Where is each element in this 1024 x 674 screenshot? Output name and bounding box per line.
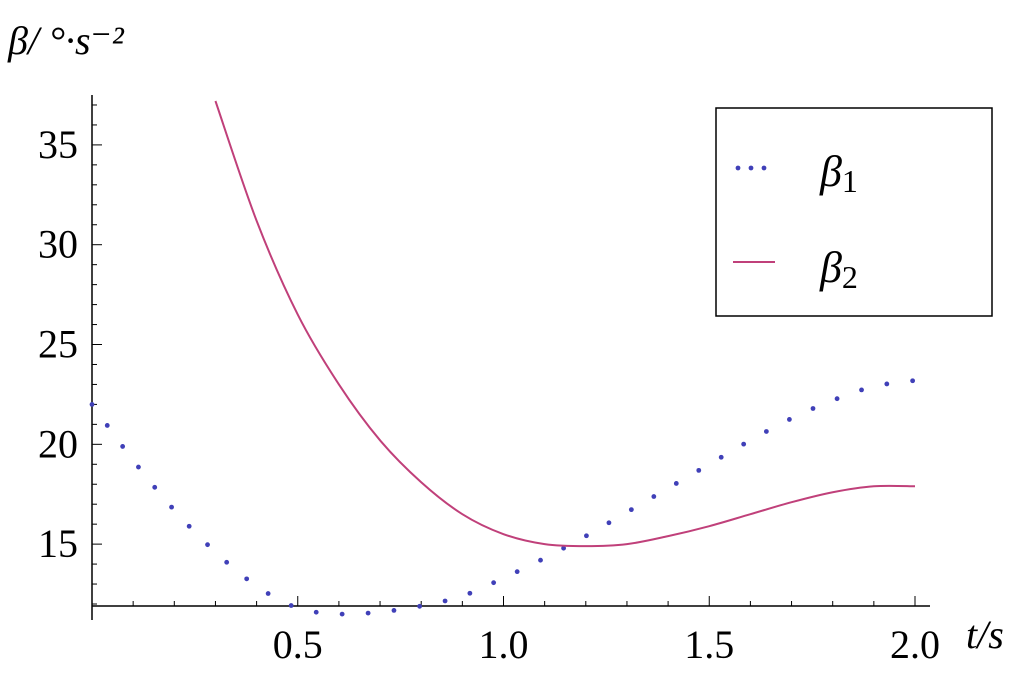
legend-sample-beta1-dot	[748, 165, 754, 171]
series-beta1-point	[538, 557, 543, 563]
legend-label-beta2: β2	[819, 243, 858, 295]
series-beta1-point	[152, 484, 158, 490]
series-beta1-point	[884, 381, 890, 387]
series-beta1-point	[442, 598, 448, 604]
series-beta1-point	[467, 590, 473, 596]
legend-box	[715, 107, 993, 317]
x-tick-label: 0.5	[273, 622, 323, 667]
series-beta1-point	[514, 569, 520, 575]
axes: 0.5 1.0 1.5 2.0 15 20 25 30 35	[38, 95, 940, 667]
series-beta2	[214, 100, 916, 548]
series-layer	[89, 100, 916, 617]
series-beta1-point	[169, 504, 174, 510]
series-beta1-point	[696, 467, 702, 473]
series-beta1-point	[859, 387, 864, 393]
legend-label-beta1-base: β	[819, 147, 842, 196]
series-beta1-point	[910, 378, 916, 384]
series-beta1-point	[120, 444, 126, 449]
series-beta1-point	[787, 417, 792, 422]
legend-sample-beta1-dot	[761, 165, 767, 171]
series-beta1-point	[651, 494, 657, 499]
series-beta1	[89, 378, 916, 617]
series-beta2-line	[214, 100, 916, 548]
series-beta1-point	[244, 576, 250, 582]
series-beta1-point	[673, 481, 679, 486]
series-beta1-point	[606, 520, 612, 526]
x-tick-label: 2.0	[890, 622, 940, 667]
series-beta1-point	[186, 523, 192, 529]
legend-label-beta2-base: β	[819, 243, 842, 292]
x-axis-label: t/s	[966, 612, 1004, 657]
series-beta1-point	[741, 441, 747, 447]
y-tick-label: 20	[38, 421, 78, 466]
series-beta1-point	[810, 406, 816, 411]
series-beta1-point	[628, 507, 634, 513]
series-beta1-point	[763, 429, 769, 434]
y-tick-label: 30	[38, 222, 78, 267]
series-beta1-point	[136, 464, 141, 470]
series-beta1-point	[417, 603, 423, 609]
legend-sample-beta1-dot	[735, 165, 741, 171]
x-tick-label: 1.0	[479, 622, 529, 667]
series-beta1-point	[718, 454, 724, 460]
y-tick-label: 25	[38, 322, 78, 367]
series-beta1-point	[834, 396, 840, 402]
series-beta1-point	[265, 591, 271, 596]
series-beta1-point	[561, 545, 566, 551]
series-beta1-point	[224, 559, 230, 565]
series-beta1-point	[584, 533, 589, 539]
series-beta1-point	[205, 542, 210, 548]
y-tick-label: 15	[38, 521, 78, 566]
series-beta1-point	[339, 611, 345, 617]
x-tick-label: 1.5	[684, 622, 734, 667]
y-tick-label: 35	[38, 122, 78, 167]
series-beta1-point	[491, 580, 497, 586]
series-beta1-point	[89, 401, 95, 407]
legend-label-beta2-sub: 2	[842, 259, 858, 295]
legend: β1 β2	[715, 107, 993, 317]
legend-sample-beta1	[735, 165, 767, 171]
legend-label-beta1: β1	[819, 147, 858, 199]
series-beta1-point	[313, 609, 319, 615]
series-beta1-point	[391, 608, 397, 613]
series-beta1-guide	[92, 380, 915, 614]
y-axis-label: β/ °·s⁻²	[7, 18, 125, 63]
legend-label-beta1-sub: 1	[842, 163, 858, 199]
series-beta1-point	[288, 603, 294, 608]
series-beta1-point	[365, 610, 371, 616]
series-beta1-point	[104, 423, 110, 428]
